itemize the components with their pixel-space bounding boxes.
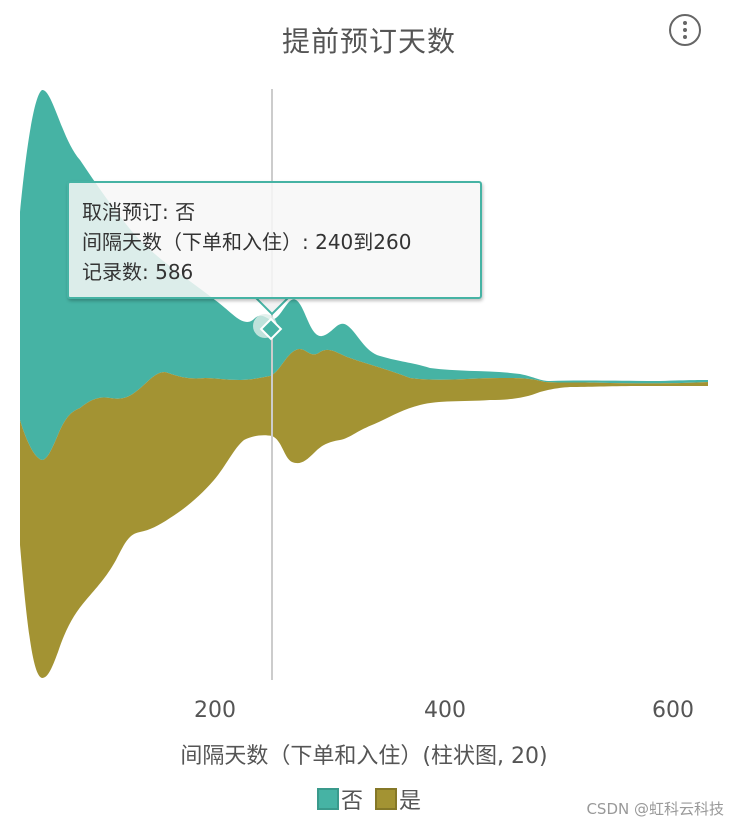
- legend-label-yes: 是: [399, 789, 422, 814]
- legend-swatch-no: [316, 788, 339, 810]
- watermark: CSDN @虹科云科技: [586, 800, 724, 818]
- chart-title: 提前预订天数: [281, 25, 456, 58]
- more-vertical-icon-dot: [683, 35, 687, 39]
- x-tick-600: 600: [652, 698, 694, 723]
- legend-item-no[interactable]: 否: [316, 783, 363, 815]
- more-vertical-icon-dot: [683, 28, 687, 32]
- x-tick-200: 200: [194, 698, 236, 723]
- x-tick-400: 400: [424, 698, 466, 723]
- x-axis-label: 间隔天数（下单和入住）(柱状图, 20): [180, 744, 548, 769]
- tooltip-line-cancel: 取消预订: 否: [82, 200, 196, 224]
- tooltip-line-interval: 间隔天数（下单和入住）: 240到260: [82, 230, 412, 254]
- legend-swatch-yes: [375, 788, 397, 810]
- hover-marker-diamond[interactable]: [259, 317, 283, 341]
- legend-label-no: 否: [340, 789, 363, 814]
- tooltip-line-count: 记录数: 586: [82, 260, 194, 284]
- more-vertical-icon: [683, 21, 687, 25]
- series-yes-area[interactable]: [20, 348, 708, 678]
- series-no-area[interactable]: [20, 89, 708, 461]
- legend: 否 是: [0, 783, 738, 815]
- legend-item-yes[interactable]: 是: [375, 783, 421, 815]
- more-options-button[interactable]: [669, 14, 701, 46]
- tooltip: 取消预订: 否 间隔天数（下单和入住）: 240到260 记录数: 586: [67, 181, 482, 299]
